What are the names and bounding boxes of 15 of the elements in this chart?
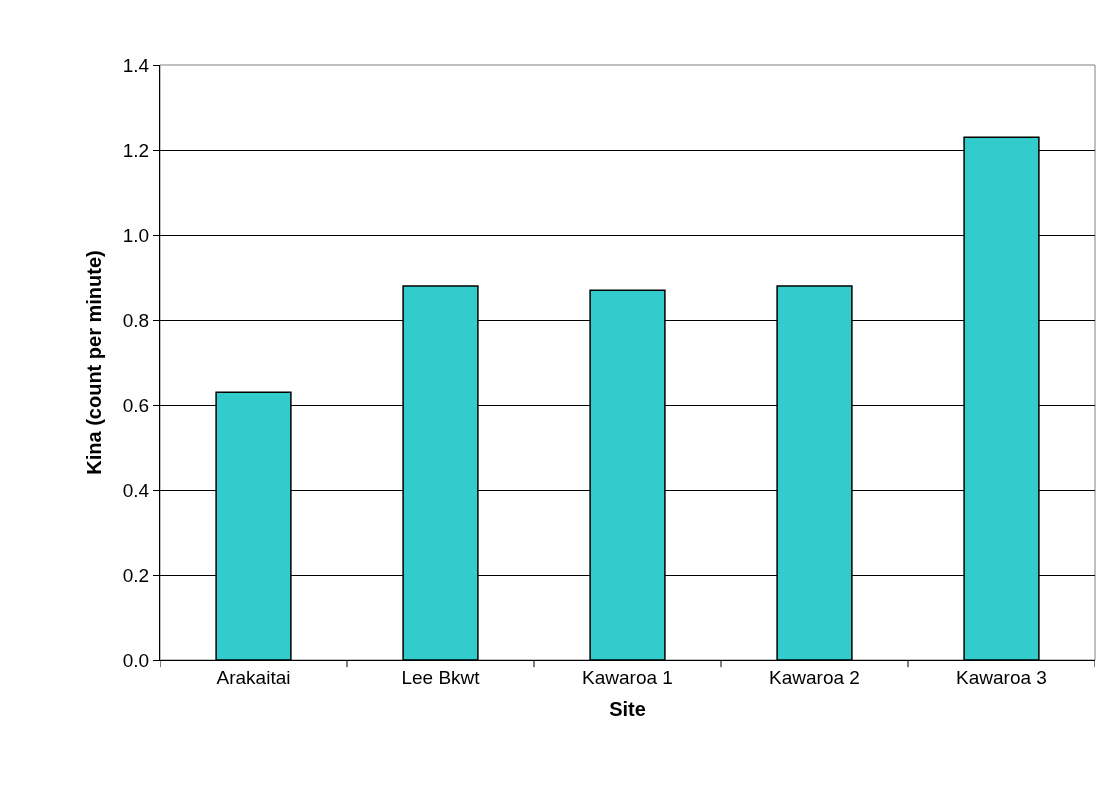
y-tick-label: 0.6: [122, 394, 150, 416]
x-axis-title: Site: [609, 698, 646, 721]
x-tick-label: Arakaitai: [216, 666, 291, 688]
y-tick-label: 1.4: [122, 54, 150, 76]
y-axis-title: Kina (count per minute): [83, 250, 106, 475]
y-tick-label: 0.2: [122, 564, 150, 586]
x-tick-label: Kawaroa 2: [769, 666, 860, 688]
x-tick-label: Kawaroa 3: [956, 666, 1047, 688]
x-tick-label: Kawaroa 1: [582, 666, 673, 688]
y-tick-label: 1.2: [122, 139, 150, 161]
y-tick-label: 0.0: [122, 649, 150, 671]
y-tick-label: 0.4: [122, 479, 150, 501]
x-tick-label: Lee Bkwt: [401, 666, 481, 688]
y-tick-label: 1.0: [122, 224, 150, 246]
y-tick-label: 0.8: [122, 309, 150, 331]
